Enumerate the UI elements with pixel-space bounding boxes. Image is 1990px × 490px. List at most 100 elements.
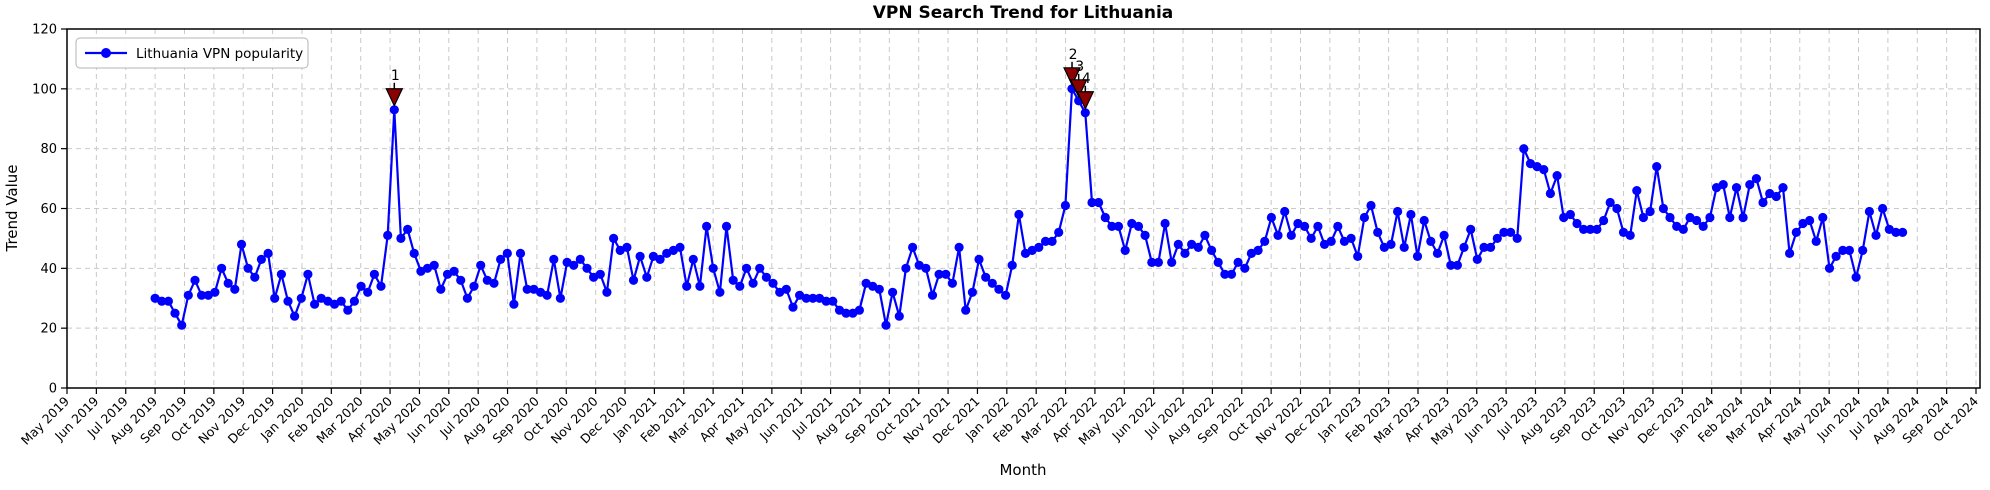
data-point [682, 281, 692, 291]
data-point [1412, 251, 1423, 261]
data-point [1393, 206, 1403, 217]
data-point [635, 251, 645, 261]
data-point [1585, 224, 1595, 234]
data-point [1153, 257, 1163, 267]
data-point [1512, 233, 1522, 243]
data-point [250, 272, 260, 282]
data-point [230, 284, 240, 294]
y-tick-label: 100 [32, 82, 57, 97]
data-point [821, 296, 831, 306]
data-point [1805, 215, 1815, 226]
annotation-label: 3 [1075, 59, 1084, 75]
data-point [1579, 224, 1589, 234]
data-point [462, 293, 472, 303]
data-point [1678, 224, 1688, 234]
data-point [1791, 227, 1801, 237]
data-point [1605, 197, 1615, 208]
data-point [582, 263, 592, 273]
data-point [436, 284, 446, 294]
y-tick-label: 120 [32, 23, 57, 38]
data-point [1353, 251, 1363, 261]
data-point [1286, 230, 1296, 240]
data-point [828, 296, 838, 306]
data-point [801, 293, 811, 303]
data-point [1060, 200, 1070, 211]
data-point [170, 308, 180, 318]
data-point [1240, 263, 1250, 273]
data-point [1519, 144, 1529, 154]
data-point [728, 275, 738, 285]
data-point [854, 305, 865, 315]
data-point [628, 275, 639, 285]
data-point [1432, 248, 1443, 258]
data-point [1313, 221, 1323, 231]
data-point [994, 284, 1004, 294]
data-point [1094, 197, 1104, 208]
data-point [1373, 227, 1383, 237]
data-point [748, 278, 758, 288]
data-point [755, 263, 765, 273]
data-point [881, 320, 891, 330]
data-point [1054, 227, 1064, 237]
data-point [721, 221, 732, 231]
legend: Lithuania VPN popularity [75, 37, 309, 69]
data-point [1638, 212, 1648, 223]
legend-label: Lithuania VPN popularity [136, 46, 303, 62]
data-point [1539, 165, 1549, 175]
y-tick-label: 0 [49, 382, 57, 397]
annotation-triangle-icon [1076, 91, 1095, 111]
data-point [1173, 239, 1183, 249]
data-point [987, 278, 997, 288]
data-point [575, 254, 585, 264]
data-point [1652, 162, 1662, 172]
data-point [1014, 209, 1024, 220]
chart-title: VPN Search Trend for Lithuania [873, 3, 1174, 23]
data-point [256, 254, 266, 264]
data-point [522, 284, 532, 294]
data-point [1040, 236, 1051, 246]
data-point [735, 281, 745, 291]
y-tick-label: 80 [40, 142, 57, 157]
data-point [888, 287, 898, 297]
data-point [1034, 242, 1044, 252]
y-tick-label: 40 [40, 262, 57, 277]
data-point [1818, 212, 1828, 223]
data-point [1751, 174, 1761, 184]
data-point [210, 287, 220, 297]
data-point [1545, 188, 1555, 199]
data-point [702, 221, 712, 231]
data-point [688, 254, 698, 264]
data-point [349, 296, 359, 306]
data-point [622, 242, 632, 252]
data-point [542, 290, 552, 300]
data-point [217, 263, 227, 273]
data-point [157, 296, 167, 306]
annotation-label: 1 [391, 68, 400, 84]
data-point [788, 302, 798, 312]
data-point [1220, 269, 1230, 279]
data-point [1133, 221, 1144, 231]
data-point [549, 254, 559, 264]
data-point [1280, 206, 1290, 217]
data-point [363, 287, 373, 297]
data-point [1645, 206, 1655, 217]
data-point [1632, 186, 1642, 196]
legend-box [75, 37, 309, 69]
data-point [396, 233, 406, 243]
data-point [1100, 212, 1110, 223]
data-point [303, 269, 313, 279]
data-point [449, 266, 459, 276]
data-point [383, 230, 393, 240]
data-point [1486, 242, 1496, 252]
data-point [403, 224, 413, 234]
data-point [1167, 257, 1177, 267]
data-point [595, 269, 605, 279]
data-point [908, 242, 918, 252]
data-point [901, 263, 911, 273]
data-point [954, 242, 964, 252]
data-point [609, 233, 619, 243]
data-point [243, 263, 253, 273]
data-point [1878, 203, 1888, 214]
data-point [894, 311, 904, 321]
